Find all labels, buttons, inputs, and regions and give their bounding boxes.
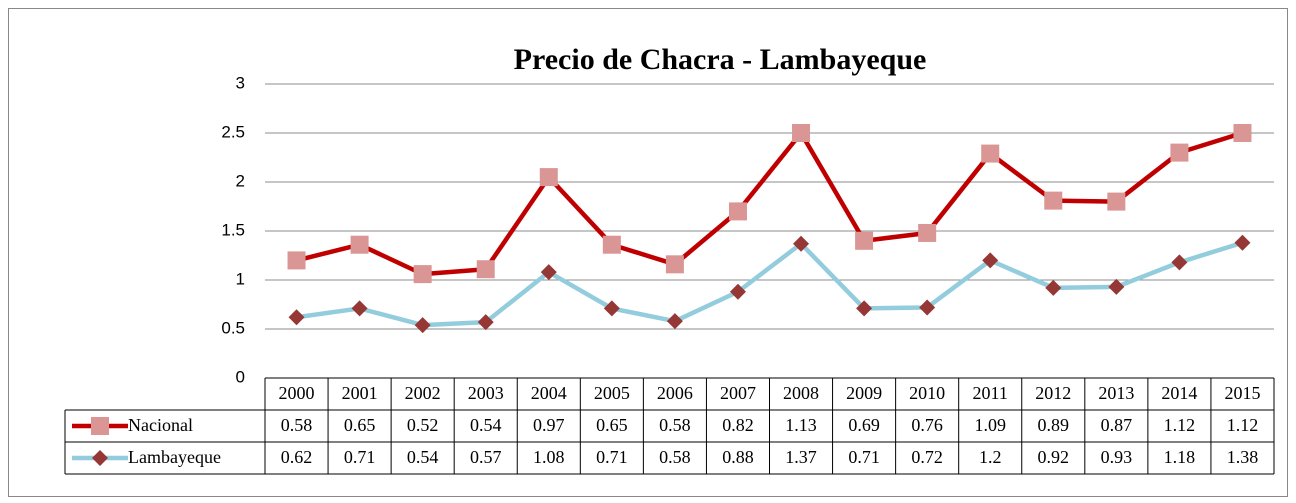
x-tick-label: 2009 — [846, 383, 882, 403]
table-value: 0.58 — [659, 447, 691, 467]
series-marker — [603, 300, 620, 317]
series-marker — [602, 235, 621, 254]
series-marker — [1107, 192, 1126, 211]
table-value: 0.82 — [722, 415, 754, 435]
series-line — [296, 240, 1244, 328]
series-marker — [476, 260, 495, 279]
chart-title: Precio de Chacra - Lambayeque — [514, 43, 927, 76]
series-marker — [350, 235, 369, 254]
x-tick-label: 2012 — [1035, 383, 1071, 403]
table-value: 0.62 — [281, 447, 313, 467]
table-value: 0.89 — [1038, 415, 1070, 435]
series-marker — [413, 265, 432, 284]
y-tick-label: 1.5 — [221, 220, 245, 239]
table-value: 1.37 — [785, 447, 817, 467]
series-marker — [1170, 143, 1189, 162]
x-tick-label: 2015 — [1224, 383, 1260, 403]
x-tick-label: 2007 — [720, 383, 756, 403]
table-value: 1.38 — [1227, 447, 1259, 467]
series-marker — [1234, 234, 1251, 251]
series-marker — [540, 264, 557, 281]
table-value: 0.71 — [344, 447, 376, 467]
table-value: 0.76 — [911, 415, 943, 435]
series-marker — [539, 168, 558, 187]
table-value: 0.71 — [848, 447, 880, 467]
chart-frame — [8, 8, 1288, 497]
x-tick-label: 2010 — [909, 383, 945, 403]
legend-marker — [91, 417, 109, 435]
series-marker — [792, 124, 811, 142]
table-value: 1.12 — [1227, 415, 1259, 435]
x-tick-label: 2011 — [973, 383, 1008, 403]
table-value: 0.72 — [911, 447, 943, 467]
x-tick-label: 2013 — [1098, 383, 1134, 403]
series-marker — [981, 144, 1000, 163]
series-marker — [666, 313, 683, 330]
y-tick-label: 0 — [236, 367, 245, 386]
series-marker — [351, 300, 368, 317]
y-tick-label: 0.5 — [221, 318, 245, 337]
x-tick-label: 2004 — [531, 383, 567, 403]
table-value: 0.88 — [722, 447, 754, 467]
table-value: 1.09 — [974, 415, 1006, 435]
table-value: 0.93 — [1101, 447, 1133, 467]
series-marker — [1044, 191, 1063, 210]
series-marker — [855, 231, 874, 250]
table-value: 1.18 — [1164, 447, 1196, 467]
series-marker — [414, 317, 431, 334]
series-marker — [728, 202, 747, 221]
series-marker — [919, 299, 936, 316]
table-value: 0.57 — [470, 447, 502, 467]
legend-label: Nacional — [128, 415, 193, 435]
table-value: 0.52 — [407, 415, 439, 435]
x-tick-label: 2008 — [783, 383, 819, 403]
x-tick-label: 2005 — [594, 383, 630, 403]
x-tick-label: 2006 — [657, 383, 693, 403]
y-tick-label: 1 — [236, 269, 245, 288]
x-tick-label: 2000 — [279, 383, 315, 403]
series-marker — [1108, 278, 1125, 295]
table-value: 0.97 — [533, 415, 565, 435]
y-tick-label: 2 — [236, 171, 245, 190]
table-value: 0.69 — [848, 415, 880, 435]
table-value: 0.87 — [1101, 415, 1133, 435]
series-marker — [1233, 124, 1252, 142]
series-marker — [288, 309, 305, 326]
table-value: 0.58 — [659, 415, 691, 435]
series-marker — [729, 283, 746, 300]
series-marker — [918, 223, 937, 242]
y-tick-label: 3 — [236, 73, 245, 92]
x-tick-label: 2001 — [342, 383, 378, 403]
table-value: 0.65 — [596, 415, 628, 435]
series-line — [295, 130, 1244, 277]
legend-label: Lambayeque — [128, 447, 221, 467]
y-tick-label: 2.5 — [221, 122, 245, 141]
series-marker — [1045, 279, 1062, 296]
series-marker — [287, 251, 306, 270]
legend-marker — [92, 450, 108, 466]
table-value: 0.65 — [344, 415, 376, 435]
table-value: 0.71 — [596, 447, 628, 467]
table-value: 0.54 — [470, 415, 502, 435]
series-marker — [793, 235, 810, 252]
series-marker — [856, 300, 873, 317]
table-value: 0.92 — [1038, 447, 1070, 467]
table-value: 1.08 — [533, 447, 565, 467]
table-value: 1.13 — [785, 415, 817, 435]
table-value: 0.58 — [281, 415, 313, 435]
table-value: 1.2 — [979, 447, 1002, 467]
table-value: 1.12 — [1164, 415, 1196, 435]
table-value: 0.54 — [407, 447, 439, 467]
x-tick-label: 2003 — [468, 383, 504, 403]
x-tick-label: 2002 — [405, 383, 441, 403]
series-marker — [665, 255, 684, 274]
x-tick-label: 2014 — [1161, 383, 1197, 403]
series-marker — [982, 252, 999, 269]
series-marker — [477, 314, 494, 331]
series-marker — [1171, 254, 1188, 271]
